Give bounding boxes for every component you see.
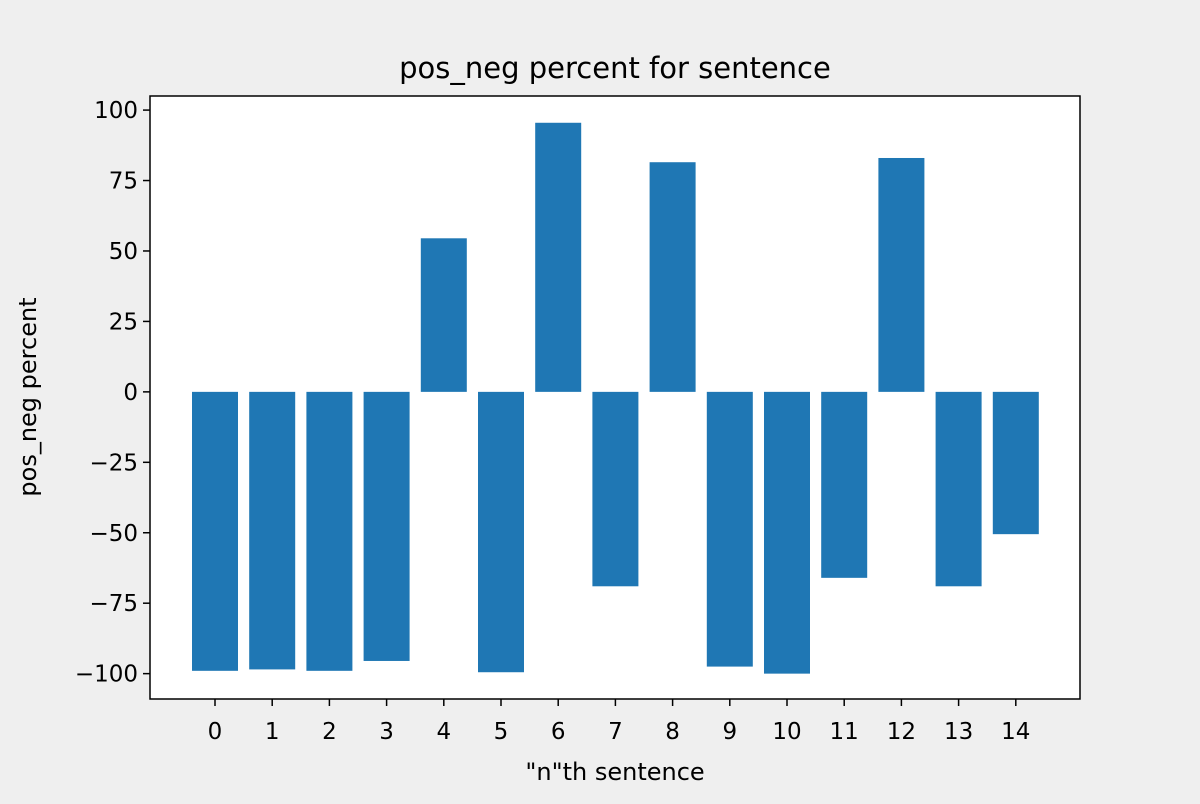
y-tick-label: 50	[109, 239, 138, 265]
x-tick-label: 12	[887, 719, 916, 745]
x-tick-label: 10	[772, 719, 801, 745]
bar-14	[992, 391, 1039, 535]
y-tick-label: 75	[109, 169, 138, 195]
x-axis-ticks: 0 1 2 3 4 5 6 7 8 9 10 11 12 13 14	[208, 699, 1030, 745]
bar-2	[306, 391, 353, 671]
x-tick-label: 2	[322, 719, 337, 745]
x-tick-label: 14	[1001, 719, 1030, 745]
x-tick-label: 1	[265, 719, 280, 745]
bar-4	[420, 238, 467, 392]
x-tick-label: 7	[608, 719, 623, 745]
y-tick-label: 25	[109, 309, 138, 335]
bar-9	[706, 391, 753, 667]
bar-11	[821, 391, 868, 578]
bar-1	[249, 391, 296, 670]
bar-8	[649, 162, 696, 392]
x-tick-label: 0	[208, 719, 223, 745]
bar-group	[192, 122, 1039, 674]
y-axis-label: pos_neg percent	[14, 297, 42, 496]
x-axis-label: "n"th sentence	[525, 758, 704, 786]
y-tick-label: −25	[89, 450, 138, 476]
chart-title: pos_neg percent for sentence	[399, 51, 831, 85]
y-tick-label: −100	[75, 662, 138, 688]
x-tick-label: 8	[665, 719, 680, 745]
x-tick-label: 4	[436, 719, 451, 745]
bar-10	[764, 391, 810, 674]
bar-0	[192, 391, 238, 671]
x-tick-label: 9	[722, 719, 737, 745]
bar-5	[478, 391, 524, 673]
plot-frame	[149, 95, 1081, 700]
bar-3	[363, 391, 410, 661]
bar-7	[592, 391, 639, 587]
bar-6	[535, 122, 582, 392]
x-tick-label: 13	[944, 719, 973, 745]
y-tick-label: 100	[94, 98, 138, 124]
x-tick-label: 11	[830, 719, 859, 745]
x-tick-label: 5	[494, 719, 509, 745]
y-axis-ticks: 100 75 50 25 0 −25 −50 −75 −100	[75, 98, 150, 688]
y-tick-label: −50	[89, 521, 138, 547]
x-tick-label: 6	[551, 719, 566, 745]
y-tick-label: −75	[89, 591, 138, 617]
y-tick-label: 0	[123, 380, 138, 406]
bar-12	[878, 157, 925, 392]
x-tick-label: 3	[379, 719, 394, 745]
bar-13	[935, 391, 982, 587]
